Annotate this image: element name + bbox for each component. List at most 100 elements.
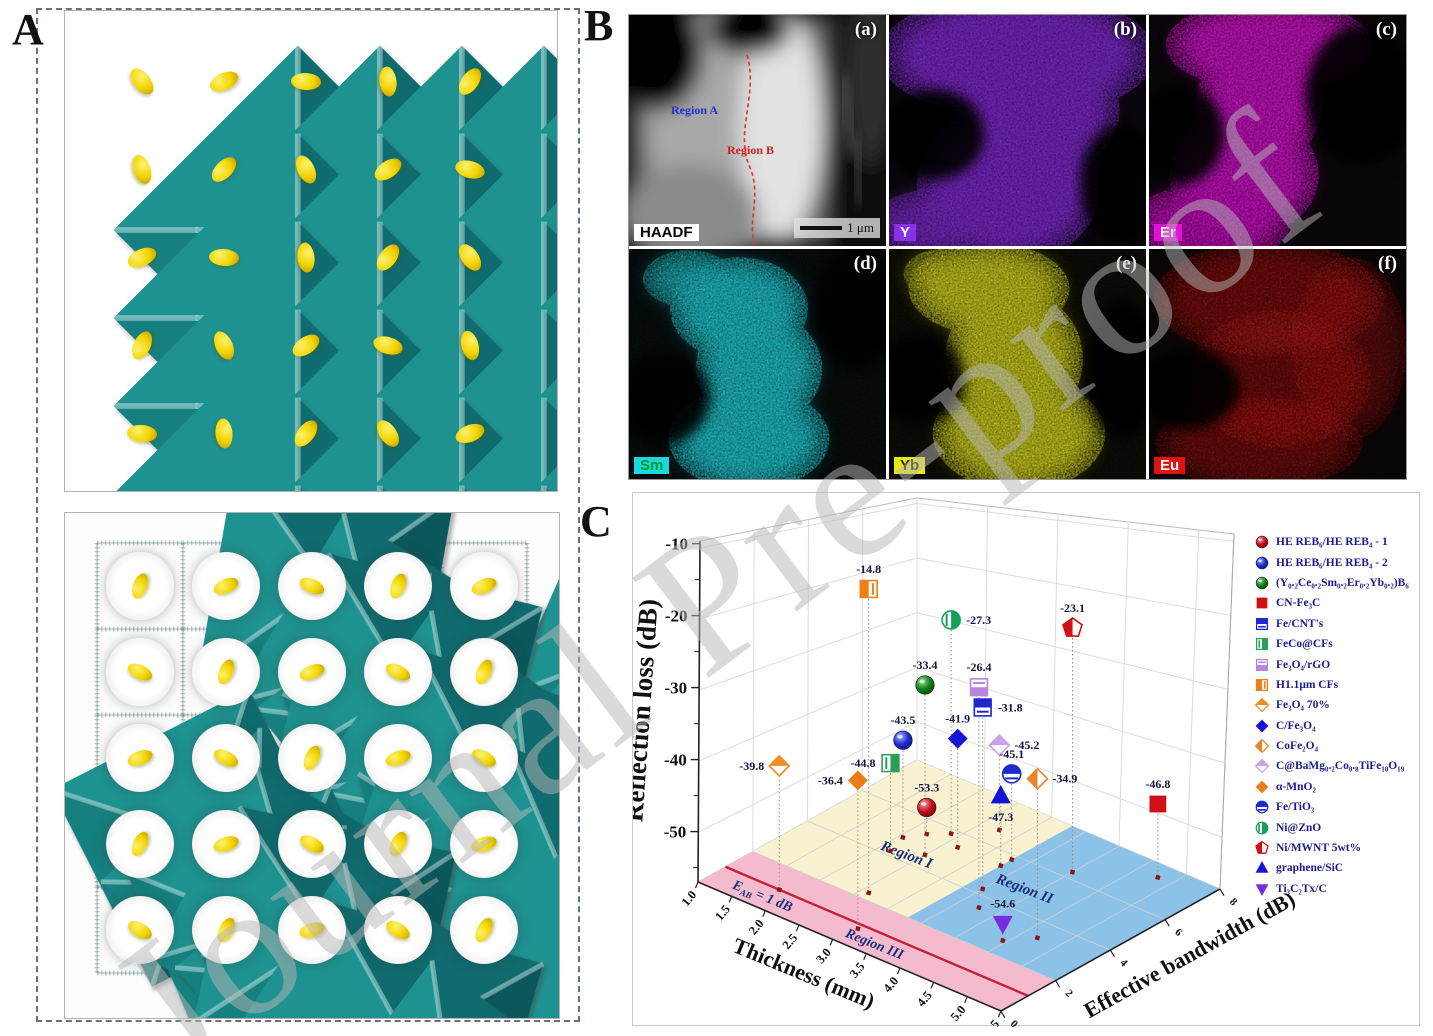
chart-marker (881, 753, 900, 773)
legend-marker-icon (1255, 556, 1269, 569)
legend-label: Fe/CNT's (1276, 617, 1324, 630)
chart-marker (1026, 767, 1049, 790)
panel-a-label: A (12, 5, 44, 54)
legend-label: HE REB₆/HE REB₄ - 2 (1276, 556, 1388, 569)
legend-item: Fe₃O₄/rGO (1254, 654, 1409, 674)
panel-c-label: C (580, 497, 612, 546)
legend-marker-icon (1255, 719, 1269, 733)
chart-marker (947, 728, 968, 749)
svg-text:8: 8 (1227, 896, 1240, 909)
svg-text:-50: -50 (664, 823, 687, 842)
data-label: -41.9 (945, 712, 970, 726)
svg-text:-40: -40 (664, 751, 687, 770)
legend-item: H1.1μm CFs (1254, 675, 1409, 695)
legend-marker-icon (1255, 821, 1269, 835)
svg-text:3.5: 3.5 (847, 960, 868, 981)
data-label: -26.4 (966, 660, 991, 674)
legend-marker-icon (1255, 576, 1269, 590)
element-tag-yb: Yb (894, 457, 926, 474)
legend-marker-icon (1255, 861, 1269, 874)
eds-subpanel-er: Er (c) (1149, 15, 1406, 246)
legend-item: α-MnO₂ (1254, 777, 1409, 797)
svg-text:Reflection loss (dB): Reflection loss (dB) (633, 598, 664, 823)
legend-marker-icon (1255, 617, 1269, 630)
chart-marker (941, 610, 961, 630)
svg-text:5.0: 5.0 (948, 1003, 969, 1024)
data-label: -53.3 (914, 780, 939, 794)
subpanel-id: (a) (854, 19, 877, 40)
data-label: -45.2 (1014, 738, 1039, 752)
legend-label: C@BaMg₀.₂Co₀.₈TiFe₁₀O₁₉ (1276, 760, 1405, 773)
eds-subpanel-eu: Eu (f) (1149, 248, 1406, 479)
legend-label: CoFe₂O₄ (1276, 740, 1319, 753)
data-label: -23.1 (1060, 601, 1085, 615)
data-label: -44.8 (850, 756, 875, 770)
legend-item: HE REB₆/HE REB₄ - 1 (1254, 532, 1409, 552)
element-tag-sm: Sm (634, 457, 670, 474)
chart-legend: HE REB₆/HE REB₄ - 1 HE REB₆/HE REB₄ - 2 (Y… (1254, 532, 1409, 899)
svg-text:1.5: 1.5 (712, 902, 733, 923)
svg-text:2: 2 (1063, 987, 1076, 1000)
legend-label: (Y₀.₂Ce₀.₂Sm₀.₂Er₀.₂Yb₀.₂)B₆ (1276, 576, 1409, 589)
subpanel-id: (d) (853, 252, 877, 274)
legend-item: (Y₀.₂Ce₀.₂Sm₀.₂Er₀.₂Yb₀.₂)B₆ (1254, 573, 1409, 593)
legend-item: C/Fe₃O₄ (1254, 716, 1409, 736)
region-a-label: Region A (671, 103, 719, 117)
legend-marker-icon (1254, 698, 1270, 713)
chart-marker (990, 784, 1011, 804)
legend-item: C@BaMg₀.₂Co₀.₈TiFe₁₀O₁₉ (1254, 756, 1409, 776)
legend-marker-icon (1255, 884, 1269, 896)
legend-marker-icon (1255, 535, 1269, 549)
chart-marker (859, 579, 878, 599)
chart-marker (847, 770, 868, 791)
chart-marker (1149, 795, 1167, 813)
legend-label: Fe/TiO₃ (1276, 801, 1315, 814)
svg-text:4.5: 4.5 (914, 988, 935, 1009)
haadf-tag: HAADF (634, 223, 699, 241)
legend-marker-icon (1255, 780, 1269, 794)
chart-marker (915, 675, 935, 695)
svg-text:1.0: 1.0 (679, 888, 700, 909)
legend-item: HE REB₆/HE REB₄ - 2 (1254, 552, 1409, 572)
data-label: -47.3 (988, 810, 1013, 824)
svg-text:2.0: 2.0 (746, 917, 767, 938)
legend-label: H1.1μm CFs (1276, 678, 1339, 691)
element-tag-eu: Eu (1154, 457, 1186, 474)
svg-text:5.5: 5.5 (981, 1017, 1002, 1027)
subpanel-id: (b) (1113, 19, 1137, 40)
legend-marker-icon (1254, 738, 1270, 754)
data-label: -27.3 (966, 613, 991, 627)
element-tag-y: Y (894, 223, 917, 241)
chart-marker (969, 678, 989, 697)
legend-label: C/Fe₃O₄ (1276, 719, 1316, 732)
chart-marker (917, 797, 937, 818)
data-label: -14.8 (856, 562, 881, 576)
legend-label: Fe₃O₄ 70% (1276, 699, 1330, 712)
svg-text:-30: -30 (664, 679, 687, 698)
chart-marker (1062, 616, 1083, 637)
svg-text:0: 0 (1008, 1018, 1021, 1027)
chart-marker (768, 754, 791, 778)
legend-label: α-MnO₂ (1276, 780, 1316, 793)
data-label: -54.6 (990, 896, 1015, 910)
legend-item: Fe/CNT's (1254, 614, 1409, 634)
legend-marker-icon (1255, 840, 1269, 854)
chart-marker (973, 698, 992, 717)
eds-subpanel-sm: Sm (d) (629, 248, 886, 479)
legend-label: Ti₃C₂Tx/C (1276, 882, 1327, 895)
legend-label: CN-Fe₃C (1276, 597, 1321, 610)
svg-text:4.0: 4.0 (880, 974, 901, 995)
legend-item: CoFe₂O₄ (1254, 736, 1409, 756)
panel-a-dashed-border (36, 8, 580, 1022)
legend-label: Ni/MWNT 5wt% (1276, 842, 1362, 855)
data-label: -36.4 (818, 773, 843, 787)
legend-item: Ti₃C₂Tx/C (1254, 879, 1409, 899)
data-label: -31.8 (998, 700, 1023, 714)
legend-item: FeCo@CFs (1254, 634, 1409, 654)
element-tag-er: Er (1154, 223, 1182, 241)
svg-text:-20: -20 (665, 607, 688, 626)
scale-bar: 1 μm (794, 217, 880, 238)
panel-b-label: B (584, 1, 614, 50)
eds-subpanel-y: Y (b) (889, 15, 1146, 246)
